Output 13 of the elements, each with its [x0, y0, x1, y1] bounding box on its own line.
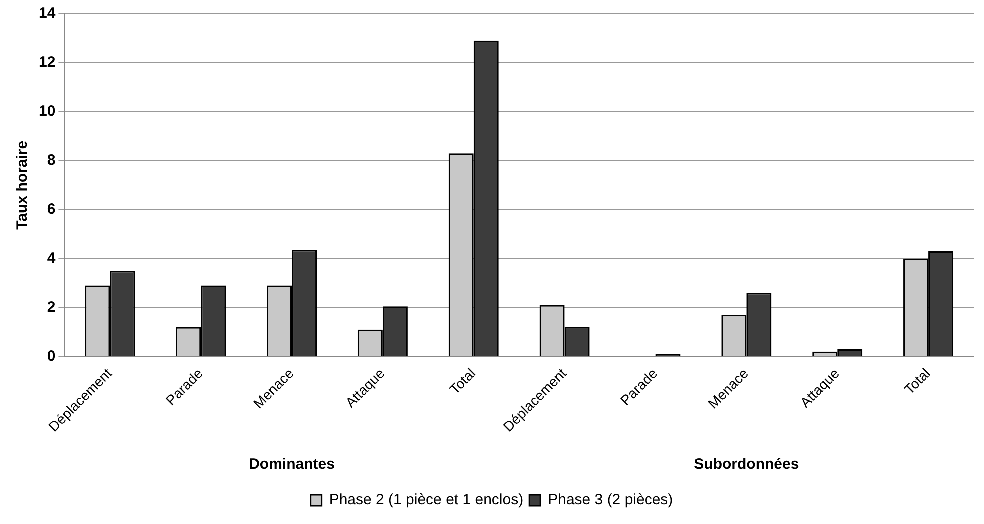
y-tick-label: 8 [47, 152, 56, 170]
y-tick-label: 10 [38, 103, 56, 120]
y-tick-label: 4 [47, 250, 56, 267]
legend-label: Phase 2 (1 pièce et 1 enclos) [329, 492, 524, 509]
legend-label: Phase 3 (2 pièces) [548, 492, 674, 509]
text: Subordonnées [694, 456, 800, 474]
y-axis-title: Taux horaire [14, 140, 32, 230]
y-tick-label: 6 [47, 201, 56, 218]
y-tick-label: 14 [38, 5, 56, 22]
y-tick-label: 12 [38, 54, 56, 72]
y-tick-label: 2 [47, 298, 56, 316]
text: Dominantes [249, 456, 335, 474]
y-tick-label: 0 [47, 348, 56, 365]
